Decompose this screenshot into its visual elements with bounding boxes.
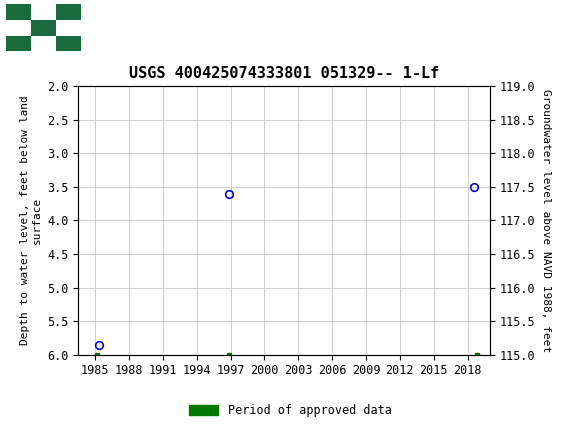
Bar [56, 36, 81, 52]
FancyBboxPatch shape [6, 4, 81, 52]
Bar [31, 20, 56, 36]
Title: USGS 400425074333801 051329-- 1-Lf: USGS 400425074333801 051329-- 1-Lf [129, 66, 439, 81]
Y-axis label: Groundwater level above NAVD 1988, feet: Groundwater level above NAVD 1988, feet [541, 89, 551, 352]
Bar [6, 36, 31, 52]
Y-axis label: Depth to water level, feet below land
surface: Depth to water level, feet below land su… [20, 95, 42, 345]
Text: USGS: USGS [87, 19, 142, 37]
Legend: Period of approved data: Period of approved data [184, 399, 396, 422]
Bar [6, 4, 31, 20]
Bar [56, 4, 81, 20]
